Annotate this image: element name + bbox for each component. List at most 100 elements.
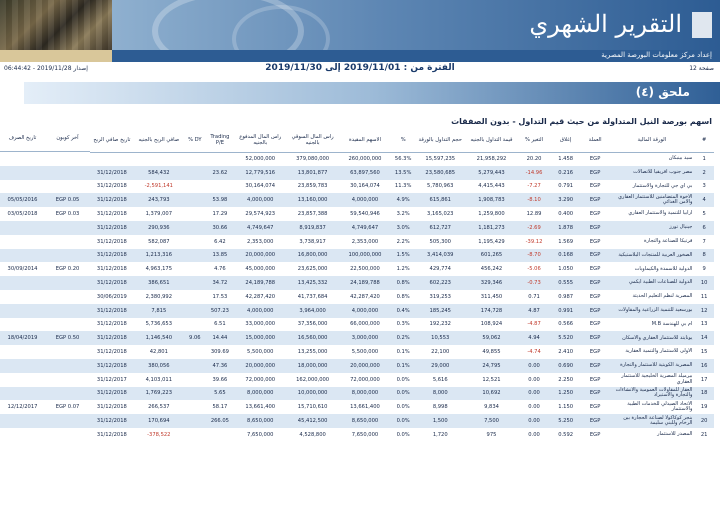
col-header: إغلاق: [550, 130, 581, 153]
cell-pe: 4.76: [205, 262, 235, 277]
cell-vol: 15,597,235: [415, 152, 466, 166]
cell-paid: 4,000,000: [234, 193, 287, 208]
table-row[interactable]: 14 يونايتد للاستثمار العقاري والاسكان EGP 5…: [90, 331, 714, 346]
cell-val: 59,062: [465, 331, 518, 346]
cell-n: 4: [694, 193, 714, 208]
cell-mcap: 23,859,783: [286, 179, 339, 194]
cell-name: مصر جنوب افريقيا للاتصالات: [609, 165, 695, 180]
cell-np: 380,056: [133, 358, 184, 373]
cell-mcap: 15,710,610: [286, 400, 339, 415]
cell-cur: EGP: [580, 386, 610, 401]
cell-cdate: 18/04/2019: [7, 335, 38, 342]
cell-n: 11: [694, 289, 714, 304]
cell-chg: -2.69: [517, 220, 551, 235]
cell-close: 0.400: [550, 207, 581, 221]
cell-cur: EGP: [580, 193, 610, 208]
table-row[interactable]: 8 الصخور العربية للمنتجات البلاستيكية EGP 0…: [90, 248, 714, 263]
cell-np: 1,379,007: [133, 207, 184, 221]
cell-name: فرتيكا للصناعة والتجارة: [609, 234, 695, 249]
cell-dy: 9.06: [183, 331, 206, 346]
cell-cur: EGP: [580, 234, 610, 249]
cell-pe: 14.44: [205, 331, 235, 346]
table-row[interactable]: 7 فرتيكا للصناعة والتجارة EGP 1.569 -39.12 1,…: [90, 234, 714, 249]
cell-pe: 6.42: [205, 234, 235, 249]
cell-npd: 31/12/2018: [90, 193, 134, 208]
cell-paid: 8,650,000: [234, 414, 287, 428]
cell-val: 24,795: [465, 358, 518, 373]
cell-paid: 30,164,074: [234, 179, 287, 194]
cell-npd: 31/12/2018: [90, 207, 134, 221]
cell-vol: 5,616: [415, 372, 466, 387]
table-row[interactable]: 10 الدولية للصناعات الطبية ايكمي EGP 0.555-…: [90, 276, 714, 290]
print-date: إصدار 2019/11/28 - 06:44:42: [4, 65, 88, 72]
cell-np: 266,537: [133, 400, 184, 415]
cell-close: 0.566: [550, 317, 581, 332]
cell-chg: 0.00: [517, 414, 551, 428]
cell-n: 9: [694, 262, 714, 277]
table-row[interactable]: 19 الاتحاد الصيدلي للخدمات الطبية والاستث…: [90, 400, 714, 415]
cell-pe: 23.62: [205, 165, 235, 180]
table-row[interactable]: 18 العقار للمقاولات العمومية والانشاءات و…: [90, 386, 714, 401]
cell-mcap: 41,737,684: [286, 289, 339, 304]
table-row[interactable]: 13 ام بي للهندسة M.B EGP 0.566 -4.87 108,924 1…: [90, 317, 714, 332]
table-row[interactable]: 15 الاولى للاستثمار والتنمية العقارية EGP 2…: [90, 345, 714, 359]
cell-mcap: 10,000,000: [286, 386, 339, 401]
table-row[interactable]: 5 ارابيا للتنمية والاستثمار العقاري EGP 0.4…: [90, 207, 714, 221]
table-row[interactable]: 1 سيد بينبكان EGP 1.458 20.20 21,958,292 15,59…: [90, 152, 714, 166]
table-row[interactable]: 9 الدولية للاسمدة والكيماويات EGP 1.050 -5.0…: [90, 262, 714, 277]
cell-npd: 31/12/2018: [90, 317, 134, 332]
cell-name: يونايتد للاستثمار العقاري والاسكان: [609, 331, 695, 346]
cell-shares: 66,000,000: [338, 317, 392, 332]
cell-pct: 4.9%: [391, 193, 416, 208]
cell-close: 3.290: [550, 193, 581, 208]
table-row[interactable]: 6 جينيال تورز EGP 1.878 -2.69 1,181,273 612,72…: [90, 220, 714, 235]
cell-shares: 2,353,000: [338, 234, 392, 249]
cell-n: 1: [694, 152, 714, 166]
table-row[interactable]: 11 المصرية لنظم التعليم الحديثة EGP 0.987 0.…: [90, 289, 714, 304]
cell-name: جينيال تورز: [609, 220, 695, 235]
cell-pct: 0.0%: [391, 414, 416, 428]
cell-val: 108,924: [465, 317, 518, 332]
cell-shares: 22,500,000: [338, 262, 392, 277]
cell-pe: [205, 179, 235, 194]
cell-shares: 72,000,000: [338, 372, 392, 387]
cell-close: 1.250: [550, 386, 581, 401]
cell-npd: 31/12/2018: [90, 427, 134, 442]
cell-npd: 31/12/2018: [90, 303, 134, 318]
cell-shares: 13,661,400: [338, 400, 392, 415]
table-row[interactable]: 2 مصر جنوب افريقيا للاتصالات EGP 0.216 -14.9…: [90, 165, 714, 180]
cell-paid: 20,000,000: [234, 248, 287, 263]
table-row[interactable]: 16 المصرية الكويتية للاستثمار والتجارة EGP…: [90, 358, 714, 373]
cell-coupon: EGP 0.20: [55, 266, 80, 273]
cell-n: 19: [694, 400, 714, 415]
cell-val: 1,259,800: [465, 207, 518, 221]
table-row[interactable]: 21 المصدر للاستثمار EGP 0.592 0.00 975 1,720 0.…: [90, 427, 714, 442]
table-row[interactable]: 20 بنجر كوكاكولا لصناعة الحجارة بين الرخا…: [90, 414, 714, 428]
cell-paid: 29,574,923: [234, 207, 287, 221]
cell-close: 0.987: [550, 289, 581, 304]
table-row[interactable]: 3 بي اي جي للتجارة والاستثمار EGP 0.791 -7.2…: [90, 179, 714, 194]
cell-cur: EGP: [580, 358, 610, 373]
coupon-row: [0, 248, 90, 263]
cell-pct: 3.2%: [391, 207, 416, 221]
info-bar: إصدار 2019/11/28 - 06:44:42 الفترة من : …: [0, 62, 720, 77]
cell-close: 0.592: [550, 427, 581, 442]
cell-vol: 22,100: [415, 345, 466, 359]
cell-shares: 20,000,000: [338, 358, 392, 373]
cell-pe: 39.66: [205, 372, 235, 387]
table-row[interactable]: 12 بورسعيد للتنمية الزراعية والمقاولات EGP…: [90, 303, 714, 318]
cell-pct: 0.4%: [391, 303, 416, 318]
table-row[interactable]: 17 بيرميلد المصرية الخليجية للاستثمار الع…: [90, 372, 714, 387]
cell-shares: 7,650,000: [338, 427, 392, 442]
cell-cur: EGP: [580, 248, 610, 263]
coupon-row: 05/05/2016 EGP 0.05: [0, 193, 90, 208]
cell-vol: 615,861: [415, 193, 466, 208]
cell-name: الدولية للاسمدة والكيماويات: [609, 262, 695, 277]
col-header: التغير %: [517, 130, 551, 153]
cell-shares: 63,897,560: [338, 165, 392, 180]
cell-pct: 11.3%: [391, 179, 416, 194]
report-subtitle: إعداد مركز معلومات البورصة المصرية: [112, 50, 720, 62]
cell-dy: [183, 386, 206, 401]
table-row[interactable]: 4 الاخوة المتضامنين للاستثمار العقاري وال…: [90, 193, 714, 208]
cell-dy: [183, 414, 206, 428]
